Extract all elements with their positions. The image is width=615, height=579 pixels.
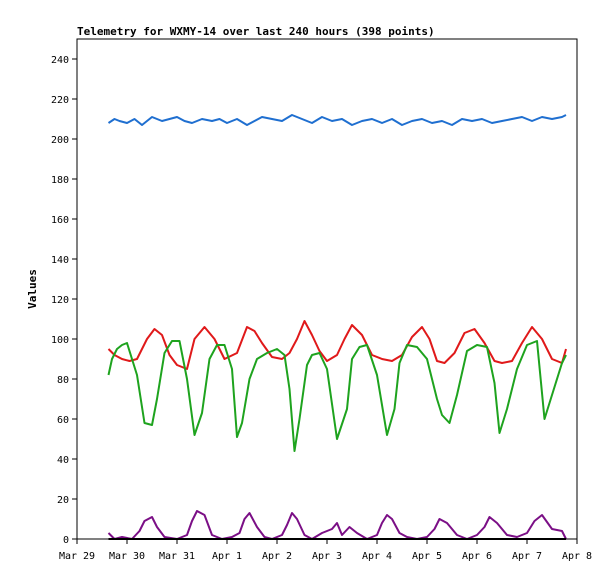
x-tick-label: Mar 29 bbox=[59, 551, 95, 562]
series-line-blue bbox=[107, 114, 567, 126]
y-tick-label: 0 bbox=[63, 535, 69, 546]
y-tick-label: 100 bbox=[51, 335, 69, 346]
x-tick-label: Apr 1 bbox=[212, 551, 242, 562]
plot-frame bbox=[76, 38, 578, 540]
x-tick-label: Apr 3 bbox=[312, 551, 342, 562]
y-tick-label: 20 bbox=[57, 495, 69, 506]
x-tick-label: Mar 31 bbox=[159, 551, 195, 562]
chart-title: Telemetry for WXMY-14 over last 240 hour… bbox=[77, 25, 435, 38]
x-axis: Mar 29 Mar 30 Mar 31 Apr 1 Apr 2 Apr 3 Apr 4 Ap… bbox=[59, 539, 592, 562]
y-tick-label: 180 bbox=[51, 175, 69, 186]
y-tick-label: 60 bbox=[57, 415, 69, 426]
y-tick-label: 160 bbox=[51, 215, 69, 226]
y-axis-label: Values bbox=[26, 269, 39, 309]
x-tick-label: Apr 7 bbox=[512, 551, 542, 562]
y-axis: 0 20 40 60 80 100 120 140 160 180 200 220 240 bbox=[51, 55, 77, 546]
y-tick-label: 200 bbox=[51, 135, 69, 146]
y-tick-label: 220 bbox=[51, 95, 69, 106]
x-tick-label: Apr 8 bbox=[562, 551, 592, 562]
y-tick-label: 40 bbox=[57, 455, 69, 466]
x-tick-label: Apr 2 bbox=[262, 551, 292, 562]
y-tick-label: 240 bbox=[51, 55, 69, 66]
x-tick-label: Mar 30 bbox=[109, 551, 145, 562]
series-layer bbox=[107, 114, 567, 540]
y-tick-label: 80 bbox=[57, 375, 69, 386]
x-tick-label: Apr 6 bbox=[462, 551, 492, 562]
series-line-green bbox=[107, 340, 567, 452]
x-tick-label: Apr 5 bbox=[412, 551, 442, 562]
x-tick-label: Apr 4 bbox=[362, 551, 392, 562]
series-line-purple bbox=[107, 510, 567, 540]
y-tick-label: 120 bbox=[51, 295, 69, 306]
y-tick-label: 140 bbox=[51, 255, 69, 266]
